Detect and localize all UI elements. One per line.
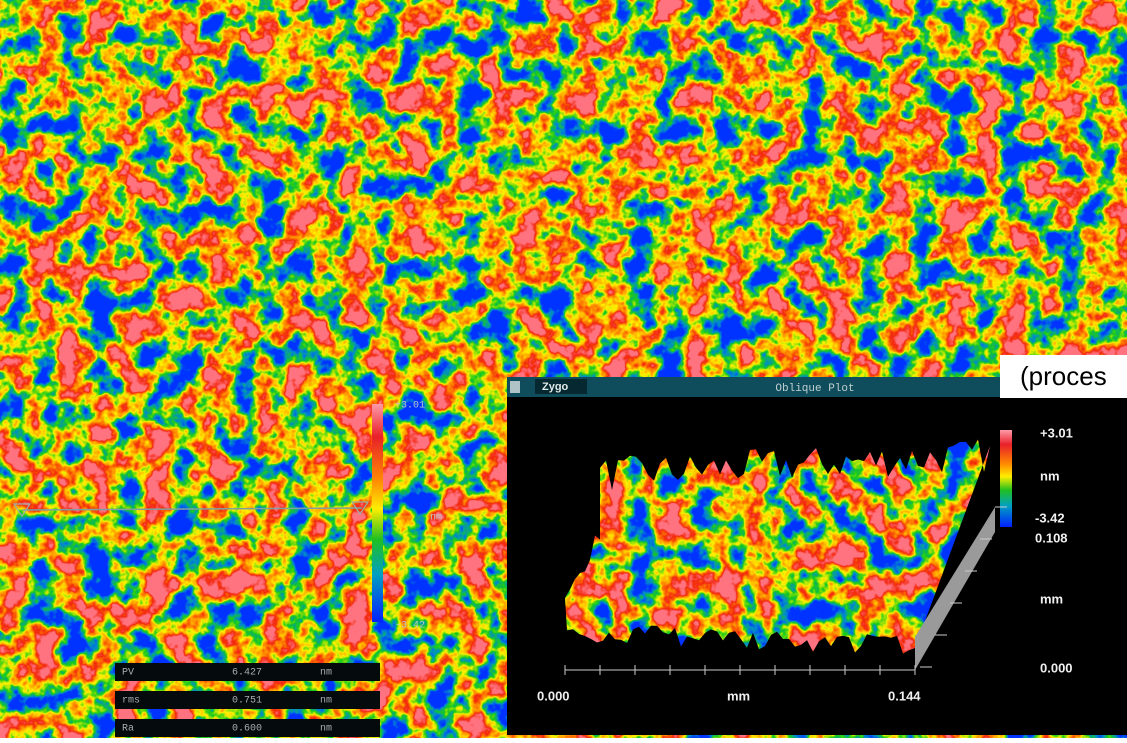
- screenshot: +3.08 nm -3.10 PV 6.180 nm rms 0.732 nm Ra 0.582 nm…: [0, 0, 1127, 738]
- stat-label: PV: [122, 296, 134, 307]
- axis-label: nm: [1040, 96, 1060, 111]
- stat-label: rms: [122, 696, 140, 707]
- axis-label: +3.01: [1040, 425, 1073, 440]
- plot-title: Oblique Plot: [775, 383, 854, 395]
- stat-unit: nm: [320, 352, 332, 363]
- surface-map: [25, 392, 357, 637]
- axis-label: 0.144: [888, 316, 921, 331]
- axis-label: -3.10: [1035, 138, 1065, 153]
- stat-label: Ra: [122, 724, 134, 735]
- stat-label: PV: [122, 668, 134, 679]
- stat-unit: nm: [320, 668, 332, 679]
- scale-label: nm: [430, 513, 442, 524]
- axis-label: 0.000: [537, 688, 570, 703]
- axis-label: 0.108: [1035, 530, 1068, 545]
- axis-label: 0.108: [1035, 158, 1068, 173]
- axis-label: mm: [727, 688, 750, 703]
- stat-value: 0.582: [232, 352, 262, 363]
- stat-value: 0.600: [232, 724, 262, 735]
- stat-unit: nm: [320, 724, 332, 735]
- plot-title: Oblique Plot: [775, 11, 854, 23]
- axis-label: -3.42: [1035, 510, 1065, 525]
- stat-unit: nm: [320, 696, 332, 707]
- scale-label: nm: [430, 141, 442, 152]
- window-button: [510, 381, 520, 393]
- scale-label: +3.08: [395, 29, 425, 40]
- color-bar: [372, 32, 383, 250]
- axis-label: nm: [1040, 468, 1060, 483]
- scale-label: -3.10: [395, 249, 425, 260]
- stat-label: rms: [122, 324, 140, 335]
- axis-label: 0.000: [537, 316, 570, 331]
- axis-label: 0.144: [888, 688, 921, 703]
- logo: Zygo: [542, 9, 569, 21]
- scale-label: +3.01: [395, 401, 425, 412]
- axis-label: mm: [1040, 219, 1063, 234]
- stat-unit: nm: [320, 324, 332, 335]
- surface-map: [25, 20, 357, 265]
- stat-value: 6.427: [232, 668, 262, 679]
- z-color-bar: [1000, 430, 1012, 527]
- axis-label: 0.000: [1040, 288, 1073, 303]
- axis-label: 0.000: [1040, 660, 1073, 675]
- z-color-bar: [1000, 58, 1012, 155]
- stat-label: Ra: [122, 352, 134, 363]
- axis-label: mm: [1040, 591, 1063, 606]
- stat-value: 6.180: [232, 296, 262, 307]
- color-bar: [372, 404, 383, 622]
- window-button: [510, 9, 520, 21]
- axis-label: mm: [727, 316, 750, 331]
- stat-unit: nm: [320, 296, 332, 307]
- caption: (proces: [1020, 361, 1107, 391]
- scale-label: -3.42: [395, 621, 425, 632]
- axis-label: +3.08: [1040, 53, 1073, 68]
- stat-value: 0.751: [232, 696, 262, 707]
- logo: Zygo: [542, 381, 569, 393]
- stat-value: 0.732: [232, 324, 262, 335]
